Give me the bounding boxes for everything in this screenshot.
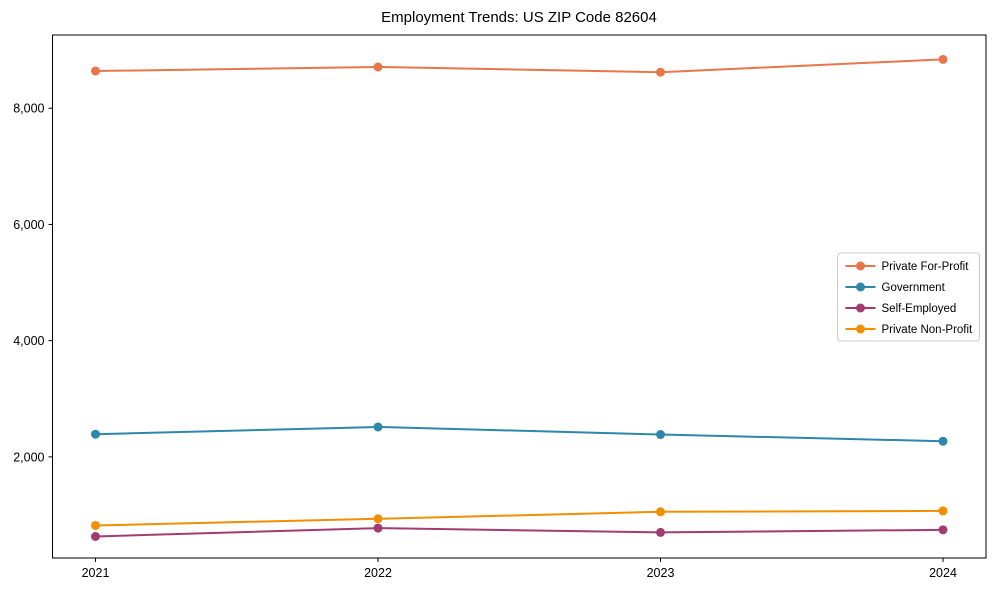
legend-label-self-employed: Self-Employed bbox=[882, 303, 957, 315]
data-point-private-non-profit-2023 bbox=[656, 507, 665, 517]
data-point-government-2024 bbox=[938, 436, 948, 446]
data-point-government-2021 bbox=[91, 429, 100, 439]
data-point-self-employed-2024 bbox=[938, 525, 948, 535]
legend-label-private-non-profit: Private Non-Profit bbox=[882, 324, 974, 336]
legend-marker-private-for-profit bbox=[856, 261, 865, 271]
legend-label-government: Government bbox=[882, 282, 946, 294]
data-point-private-for-profit-2024 bbox=[938, 54, 948, 64]
series-line-government bbox=[95, 425, 944, 443]
chart-title: Employment Trends: US ZIP Code 82604 bbox=[381, 9, 657, 26]
legend-label-private-for-profit: Private For-Profit bbox=[882, 261, 970, 273]
y-tick-label: 4,000 bbox=[13, 334, 44, 348]
series-line-self-employed bbox=[95, 527, 944, 538]
x-tick-label: 2023 bbox=[647, 566, 675, 580]
data-point-government-2023 bbox=[656, 430, 665, 440]
y-tick-label: 2,000 bbox=[13, 450, 44, 464]
data-point-self-employed-2022 bbox=[373, 523, 383, 533]
legend-marker-self-employed bbox=[856, 303, 865, 313]
data-point-private-for-profit-2022 bbox=[373, 62, 383, 72]
x-tick-label: 2022 bbox=[364, 566, 392, 580]
data-point-private-for-profit-2023 bbox=[656, 67, 665, 77]
y-tick-label: 8,000 bbox=[13, 102, 44, 116]
x-tick-label: 2021 bbox=[82, 566, 110, 580]
axes-frame bbox=[52, 34, 987, 559]
data-point-private-non-profit-2024 bbox=[938, 506, 948, 516]
series-line-private-non-profit bbox=[95, 509, 944, 527]
data-point-self-employed-2023 bbox=[656, 527, 665, 537]
y-tick-label: 6,000 bbox=[13, 218, 44, 232]
legend-marker-private-non-profit bbox=[856, 324, 865, 334]
data-point-private-non-profit-2021 bbox=[91, 520, 100, 530]
data-point-self-employed-2021 bbox=[91, 531, 100, 541]
legend-marker-government bbox=[856, 282, 865, 292]
x-tick-label: 2024 bbox=[929, 566, 957, 580]
legend-box bbox=[837, 252, 980, 342]
data-point-government-2022 bbox=[373, 422, 383, 432]
series-line-private-for-profit bbox=[95, 58, 944, 74]
data-point-private-non-profit-2022 bbox=[373, 514, 383, 524]
data-point-private-for-profit-2021 bbox=[91, 66, 100, 76]
